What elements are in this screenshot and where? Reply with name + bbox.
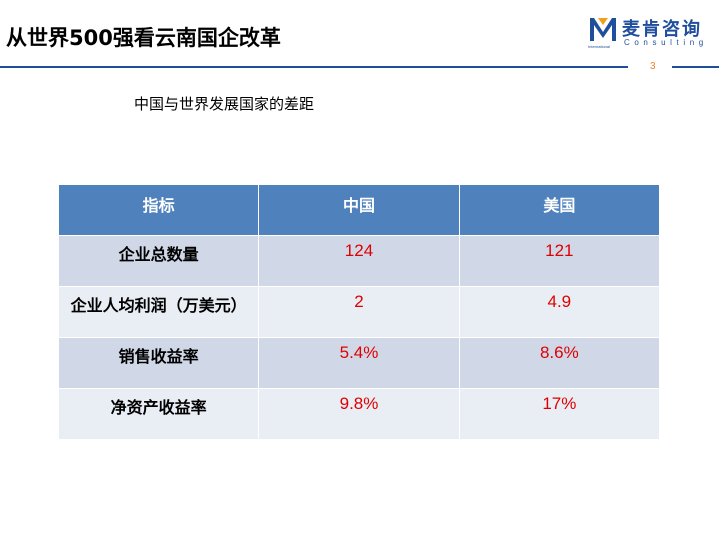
china-value: 9.8% <box>258 388 460 440</box>
usa-value: 4.9 <box>458 286 661 338</box>
logo-international-text: International <box>588 44 611 49</box>
logo-m-icon <box>590 18 616 41</box>
comparison-table: 指标 中国 美国 企业总数量 124 121 企业人均利润（万美元） 2 4.9… <box>57 184 661 440</box>
row-label: 企业总数量 <box>57 235 260 287</box>
china-value: 2 <box>258 286 460 338</box>
table-row: 销售收益率 5.4% 8.6% <box>57 337 661 389</box>
company-logo: 麦肯咨询 Consulting International <box>588 14 712 50</box>
usa-value: 17% <box>458 388 661 440</box>
row-label: 销售收益率 <box>57 337 260 389</box>
logo-chinese-text: 麦肯咨询 <box>622 19 702 40</box>
section-subtitle: 中国与世界发展国家的差距 <box>134 95 315 113</box>
column-header-usa: 美国 <box>458 184 661 236</box>
header-divider-right <box>672 66 719 68</box>
row-label: 净资产收益率 <box>57 388 260 440</box>
usa-value: 8.6% <box>458 337 661 389</box>
table-row: 企业总数量 124 121 <box>57 235 661 287</box>
china-value: 124 <box>258 235 460 287</box>
header-divider-left <box>0 66 628 68</box>
usa-value: 121 <box>458 235 661 287</box>
page-number: 3 <box>650 61 656 72</box>
table-header-row: 指标 中国 美国 <box>57 184 661 236</box>
page-title: 从世界500强看云南国企改革 <box>6 26 281 50</box>
china-value: 5.4% <box>258 337 460 389</box>
row-label: 企业人均利润（万美元） <box>57 286 260 338</box>
table-row: 企业人均利润（万美元） 2 4.9 <box>57 286 661 338</box>
column-header-china: 中国 <box>258 184 460 236</box>
table-row: 净资产收益率 9.8% 17% <box>57 388 661 440</box>
logo-english-text: Consulting <box>624 38 708 47</box>
column-header-indicator: 指标 <box>57 184 260 236</box>
